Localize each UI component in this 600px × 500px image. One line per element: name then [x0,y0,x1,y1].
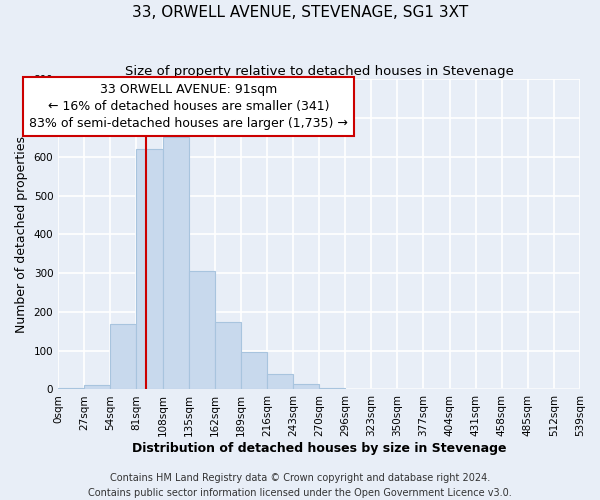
Y-axis label: Number of detached properties: Number of detached properties [15,136,28,333]
Bar [215,322,241,390]
Bar [188,271,215,390]
Bar [110,324,136,390]
Bar [267,374,293,390]
Text: Contains HM Land Registry data © Crown copyright and database right 2024.
Contai: Contains HM Land Registry data © Crown c… [88,472,512,498]
Bar [293,384,319,390]
Bar [136,149,163,390]
Bar [163,138,188,390]
Bar [84,385,110,390]
Text: 33 ORWELL AVENUE: 91sqm
← 16% of detached houses are smaller (341)
83% of semi-d: 33 ORWELL AVENUE: 91sqm ← 16% of detache… [29,83,348,130]
Title: Size of property relative to detached houses in Stevenage: Size of property relative to detached ho… [125,65,514,78]
Bar [241,352,267,390]
X-axis label: Distribution of detached houses by size in Stevenage: Distribution of detached houses by size … [132,442,506,455]
Bar [345,388,371,390]
Bar [58,388,84,390]
Text: 33, ORWELL AVENUE, STEVENAGE, SG1 3XT: 33, ORWELL AVENUE, STEVENAGE, SG1 3XT [132,5,468,20]
Bar [319,388,345,390]
